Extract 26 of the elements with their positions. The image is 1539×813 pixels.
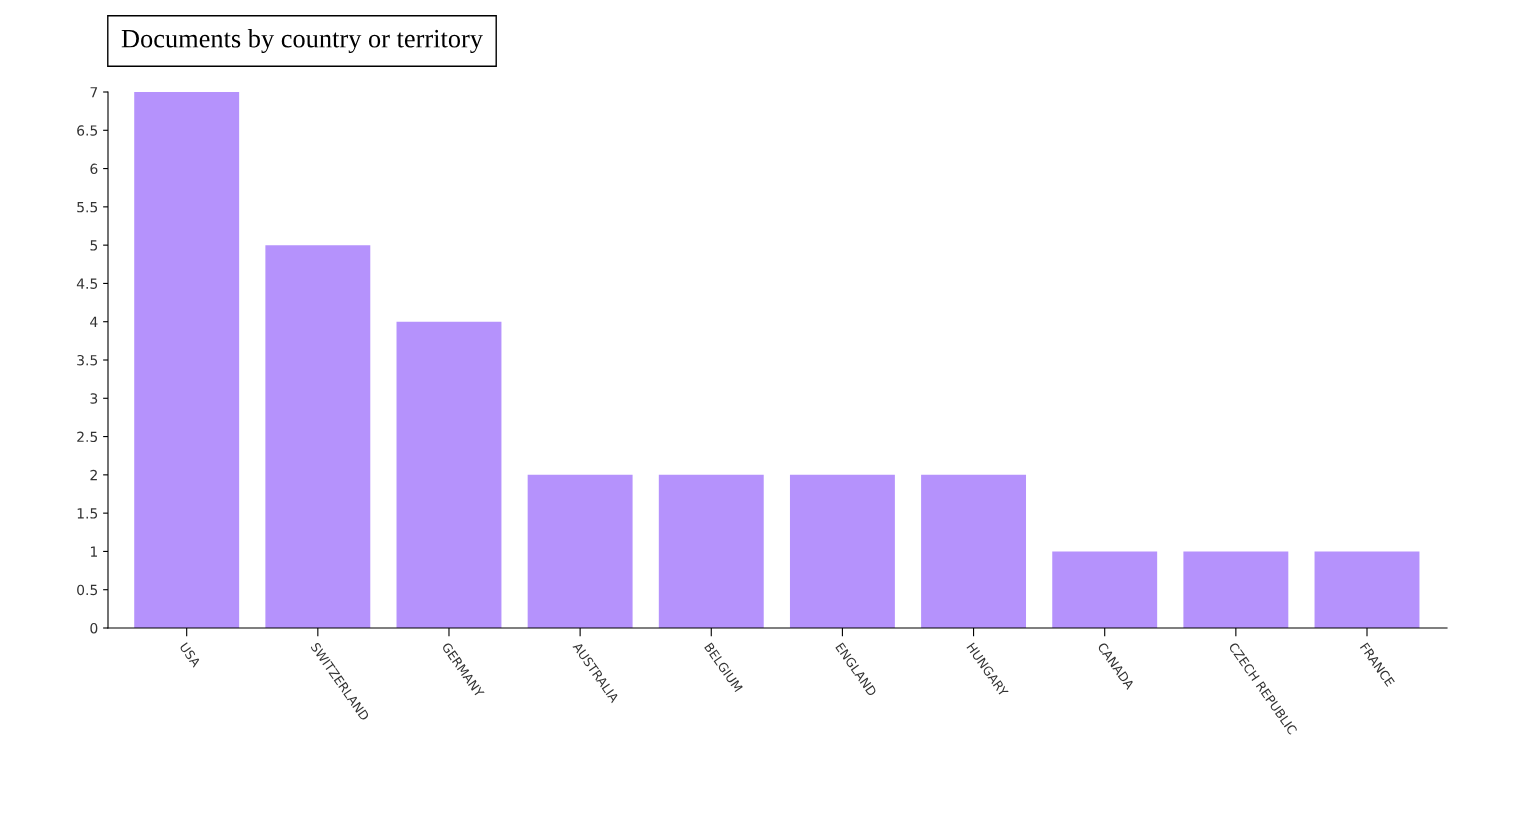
bar — [789, 474, 895, 628]
y-tick-label: 6 — [90, 163, 98, 175]
chart-title: Documents by country or territory — [121, 29, 483, 53]
y-tick-label: 2.5 — [77, 431, 98, 443]
bar — [265, 245, 371, 628]
y-tick-label: 5 — [90, 240, 98, 251]
bar — [1314, 551, 1420, 628]
y-tick-label: 4 — [90, 316, 98, 327]
y-tick-label: 3 — [90, 393, 98, 404]
y-tick-label: 2 — [90, 469, 97, 481]
bar — [921, 474, 1027, 628]
y-tick-label: 0 — [90, 622, 98, 634]
bar — [658, 474, 764, 628]
y-tick-label: 1 — [90, 546, 97, 557]
bar — [1052, 551, 1158, 628]
bar — [396, 321, 502, 628]
y-tick-label: 4.5 — [76, 278, 98, 289]
y-tick-label: 7 — [90, 87, 98, 98]
y-tick-label: 5.5 — [77, 202, 98, 213]
y-tick-label: 3.5 — [77, 354, 98, 366]
y-tick-label: 0.5 — [77, 584, 98, 596]
bar — [134, 92, 240, 628]
y-tick-label: 1.5 — [77, 508, 98, 519]
bar — [527, 474, 633, 628]
bar — [1183, 551, 1289, 628]
y-tick-label: 6.5 — [77, 125, 98, 136]
